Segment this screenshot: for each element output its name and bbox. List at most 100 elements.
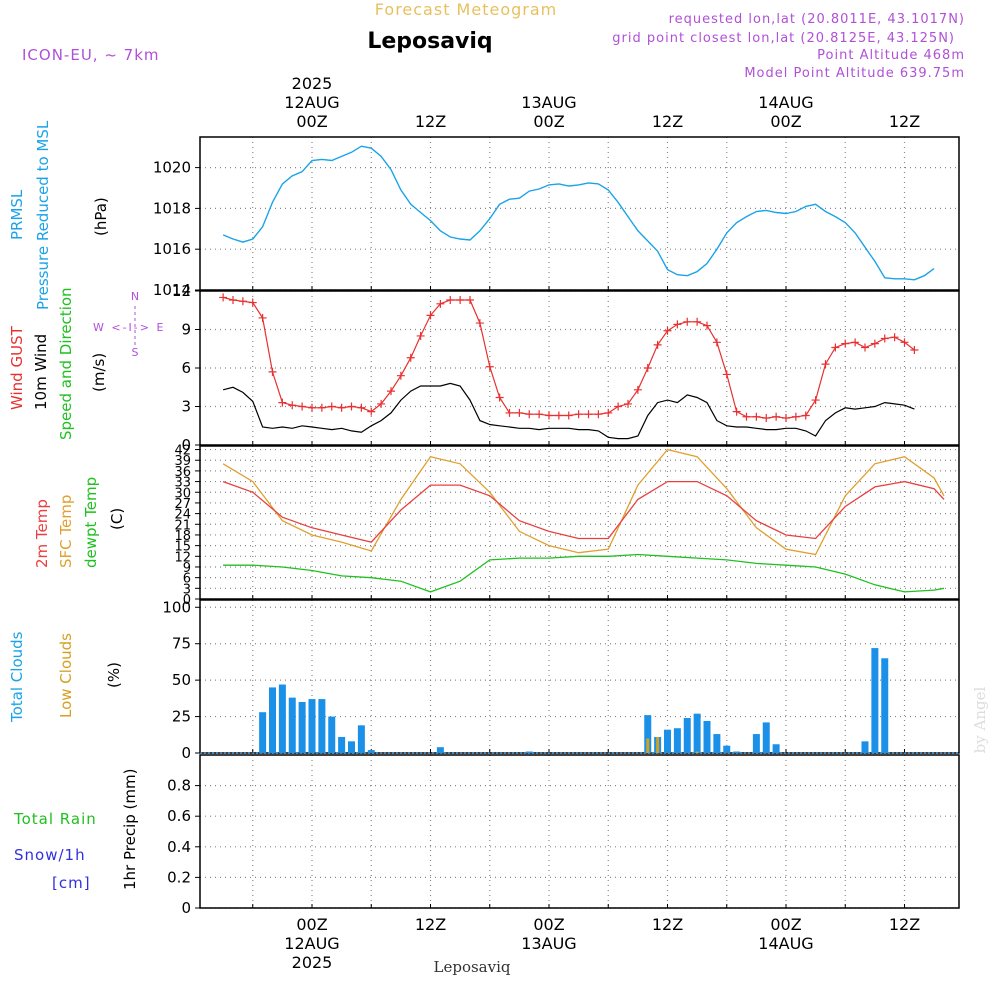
temp-ytick-label: 24 — [174, 508, 191, 523]
total-cloud-bar — [288, 697, 296, 753]
wind-ytick-label: 12 — [172, 282, 191, 300]
gust-marker — [505, 408, 514, 417]
clouds-frame — [199, 599, 960, 754]
gust-marker — [238, 297, 247, 306]
top-time-label: 00Z — [770, 112, 801, 131]
low-cloud-bar — [656, 736, 660, 753]
dewpt-title: dewpt Temp — [82, 477, 100, 568]
bottom-time-label: 00Z — [296, 915, 327, 934]
gust-marker — [525, 410, 534, 419]
temp-ytick-label: 36 — [174, 465, 191, 480]
precip-frame — [199, 754, 960, 909]
sfc-title: SFC Temp — [57, 495, 75, 568]
total-cloud-bar — [436, 747, 444, 753]
temp-ytick-label: 0 — [183, 593, 191, 608]
temp-ytick-label: 42 — [174, 444, 191, 459]
gust-marker — [327, 402, 336, 411]
total-cloud-bar — [644, 715, 652, 753]
total-cloud-bar — [318, 699, 326, 753]
pressure-ytick-label: 1016 — [153, 240, 191, 258]
gust-marker — [317, 403, 326, 412]
bottom-time-label: 2025 — [292, 953, 333, 972]
total-cloud-bar — [308, 699, 316, 753]
pressure-title-1: PRMSL — [8, 189, 26, 240]
gust-marker — [219, 293, 228, 302]
wind-dir-title: Speed and Direction — [57, 287, 75, 440]
top-time-label: 12Z — [889, 112, 920, 131]
precip-ytick-label: 0.6 — [167, 807, 191, 825]
gust-marker — [683, 317, 692, 326]
total-cloud-bar — [278, 684, 286, 753]
clouds-ytick-label: 50 — [172, 671, 191, 689]
total-cloud-bar — [673, 728, 681, 753]
bottom-time-label: 00Z — [533, 915, 564, 934]
precip-ytick-label: 0.8 — [167, 777, 191, 795]
gust-marker — [653, 340, 662, 349]
model-label: ICON-EU, ~ 7km — [22, 46, 160, 64]
gust-marker — [604, 408, 613, 417]
gust-line — [222, 296, 915, 419]
total-cloud-bar — [723, 745, 731, 753]
dewpt-line — [223, 553, 945, 593]
wind-ytick-label: 6 — [181, 359, 191, 377]
total-cloud-bar — [713, 734, 721, 753]
total-cloud-bar — [871, 648, 879, 753]
gust-marker — [890, 333, 899, 342]
top-time-label: 13AUG — [521, 93, 576, 112]
compass-s: S — [132, 346, 139, 359]
top-time-label: 12AUG — [284, 93, 339, 112]
gust-marker — [584, 410, 593, 419]
wind-frame — [199, 290, 960, 446]
gust-marker — [633, 385, 642, 394]
gust-marker — [574, 410, 583, 419]
gust-marker — [791, 412, 800, 421]
gust-marker — [732, 407, 741, 416]
gust-marker — [377, 399, 386, 408]
wind-ytick-label: 9 — [181, 321, 191, 339]
gust-marker — [387, 387, 395, 396]
gust-marker — [811, 396, 820, 405]
total-cloud-bar — [259, 712, 267, 753]
temp-ytick-label: 21 — [174, 518, 191, 533]
gust-marker — [406, 353, 415, 362]
total-cloud-bar — [881, 658, 889, 753]
gust-marker — [663, 326, 672, 335]
gust-marker — [722, 370, 731, 379]
gust-marker — [298, 402, 307, 411]
gust-marker — [752, 412, 761, 421]
compass-n: N — [131, 290, 139, 303]
gust-marker — [614, 402, 623, 411]
temp-ytick-label: 27 — [174, 497, 191, 512]
total-cloud-bar — [357, 725, 365, 753]
total-cloud-bar — [683, 718, 691, 753]
low-cloud-bar — [646, 738, 650, 753]
gust-marker — [308, 403, 316, 412]
snow-unit: [cm] — [52, 874, 91, 892]
gust-marker — [545, 411, 553, 420]
pressure-ytick-label: 1014 — [153, 281, 191, 299]
gust-marker — [841, 339, 850, 348]
gust-marker — [742, 412, 751, 421]
plot-layer: 1014101610181020036912036912151821242730… — [153, 74, 960, 972]
gust-marker — [594, 410, 603, 419]
top-time-label: 2025 — [292, 74, 333, 93]
gust-marker — [564, 411, 573, 420]
total-cloud-bar — [752, 734, 760, 753]
gust-marker — [554, 411, 563, 420]
total-clouds-title: Total Clouds — [8, 631, 26, 723]
total-cloud-bar — [703, 720, 711, 753]
pressure-title-2: Pressure Reduced to MSL — [34, 120, 52, 310]
temp-frame — [199, 445, 960, 600]
gust-marker — [456, 295, 465, 304]
total-cloud-bar — [269, 687, 276, 753]
total-cloud-bar — [298, 702, 306, 753]
total-cloud-bar — [525, 751, 533, 753]
bottom-time-label: 12AUG — [284, 934, 339, 953]
temp-ytick-label: 33 — [174, 476, 191, 491]
low-cloud-bar — [695, 751, 699, 753]
footer-location: Leposaviq — [434, 958, 511, 976]
gust-marker — [851, 338, 860, 347]
gust-marker — [485, 362, 494, 371]
wind-gust-title: Wind GUST — [8, 325, 26, 410]
gust-marker — [436, 299, 445, 308]
